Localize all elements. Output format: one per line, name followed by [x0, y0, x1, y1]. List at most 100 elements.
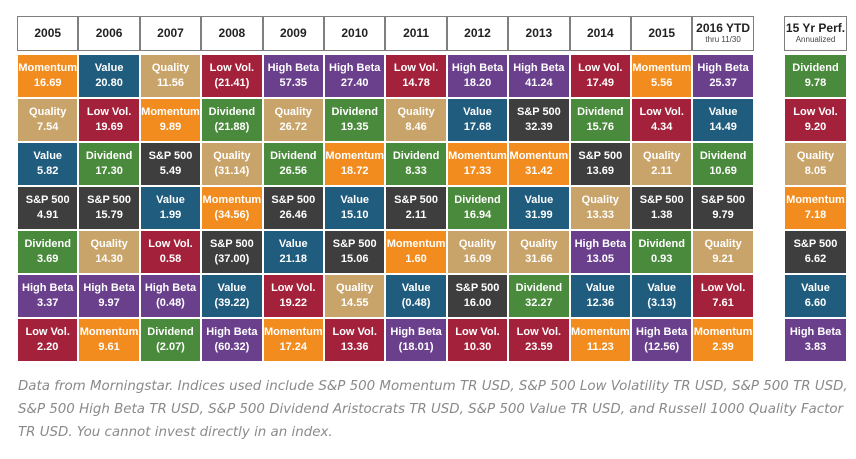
- column-header-label: 15 Yr Perf.: [785, 21, 846, 35]
- cell-2006-s-p-500: S&P 500 15.79: [78, 186, 140, 230]
- cell-factor-label: Momentum: [570, 326, 630, 338]
- column-header-2009: 2009: [262, 16, 324, 51]
- cell-2016-ytd-s-p-500: S&P 500 9.79: [692, 186, 754, 230]
- cell-return-value: 14.78: [402, 77, 430, 89]
- column-header-label: 2010: [341, 26, 369, 40]
- cell-factor-label: Momentum: [202, 194, 262, 206]
- cell-return-value: 2.11: [405, 209, 427, 221]
- cell-factor-label: S&P 500: [701, 194, 745, 206]
- cell-2013-momentum: Momentum 31.42: [508, 142, 570, 186]
- cell-factor-label: Dividend: [392, 150, 440, 162]
- cell-factor-label: Low Vol.: [86, 106, 132, 118]
- column-header-label: 2008: [218, 26, 246, 40]
- cell-return-value: (12.56): [644, 341, 680, 353]
- cell-factor-label: Value: [708, 106, 738, 118]
- cell-return-value: 16.69: [33, 77, 62, 89]
- cell-2015-low-vol: Low Vol. 4.34: [631, 98, 693, 142]
- cell-2016-ytd-dividend: Dividend 10.69: [692, 142, 754, 186]
- cell-2010-value: Value 15.10: [324, 186, 386, 230]
- cell-return-value: 9.97: [98, 297, 120, 309]
- cell-2012-momentum: Momentum 17.33: [446, 142, 509, 186]
- cell-return-value: 17.49: [586, 77, 615, 89]
- column-header-label: 2014: [586, 26, 614, 40]
- cell-return-value: 9.89: [159, 121, 182, 133]
- cell-2011-quality: Quality 8.46: [385, 98, 447, 142]
- cell-2014-quality: Quality 13.33: [569, 186, 631, 230]
- cell-return-value: 4.91: [36, 209, 59, 221]
- cell-2014-dividend: Dividend 15.76: [569, 98, 631, 142]
- cell-factor-label: High Beta: [329, 62, 381, 74]
- cell-return-value: 9.21: [712, 253, 734, 265]
- cell-factor-label: High Beta: [83, 282, 135, 294]
- cell-factor-label: Dividend: [792, 62, 839, 74]
- cell-return-value: 26.72: [279, 121, 308, 133]
- cell-2011-high-beta: High Beta (18.01): [385, 318, 447, 362]
- column-header-2005: 2005: [17, 16, 79, 51]
- column-header-2012: 2012: [446, 16, 509, 51]
- cell-factor-label: Momentum: [263, 326, 323, 338]
- column-header-label: 2005: [34, 26, 62, 40]
- cell-return-value: 9.61: [98, 341, 120, 353]
- column-header-2011: 2011: [385, 16, 447, 51]
- cell-2008-momentum: Momentum (34.56): [201, 186, 263, 230]
- cell-2014-low-vol: Low Vol. 17.49: [569, 54, 631, 98]
- cell-factor-label: S&P 500: [25, 194, 70, 206]
- cell-return-value: 0.58: [159, 253, 182, 265]
- cell-2009-low-vol: Low Vol. 19.22: [262, 274, 324, 318]
- cell-return-value: 8.05: [804, 165, 827, 177]
- cell-return-value: 9.20: [804, 121, 827, 133]
- cell-return-value: 15.10: [340, 209, 369, 221]
- cell-factor-label: Low Vol.: [393, 62, 439, 74]
- cell-2011-momentum: Momentum 1.60: [385, 230, 447, 274]
- cell-factor-label: Value: [156, 194, 185, 206]
- cell-return-value: 4.34: [650, 121, 673, 133]
- cell-factor-label: Dividend: [638, 238, 685, 250]
- cell-return-value: 8.33: [405, 165, 427, 177]
- cell-2009-quality: Quality 26.72: [262, 98, 324, 142]
- cell-factor-label: Momentum: [693, 326, 753, 338]
- cell-return-value: (0.48): [401, 297, 431, 309]
- cell-2007-quality: Quality 11.56: [139, 54, 202, 98]
- cell-return-value: 32.27: [525, 297, 553, 309]
- cell-return-value: 15.06: [340, 253, 369, 265]
- cell-2006-momentum: Momentum 9.61: [78, 318, 140, 362]
- cell-2009-high-beta: High Beta 57.35: [262, 54, 324, 98]
- cell-return-value: 8.46: [405, 121, 427, 133]
- cell-factor-label: Quality: [213, 150, 251, 162]
- cell-factor-label: High Beta: [789, 326, 842, 338]
- cell-factor-label: Momentum: [325, 150, 385, 162]
- column-header-2013: 2013: [508, 16, 570, 51]
- cell-factor-label: Value: [340, 194, 370, 206]
- cell-return-value: 20.80: [95, 77, 123, 89]
- cell-2014-s-p-500: S&P 500 13.69: [569, 142, 631, 186]
- cell-return-value: 2.11: [651, 165, 673, 177]
- cell-2015-s-p-500: S&P 500 1.38: [631, 186, 693, 230]
- cell-factor-label: Low Vol.: [639, 106, 684, 118]
- cell-return-value: 6.62: [804, 253, 827, 265]
- cell-return-value: (21.41): [214, 77, 250, 89]
- cell-2015-quality: Quality 2.11: [631, 142, 693, 186]
- column-header-2007: 2007: [139, 16, 202, 51]
- cell-return-value: 14.49: [709, 121, 737, 133]
- cell-2010-quality: Quality 14.55: [324, 274, 386, 318]
- column-header-sublabel: Annualized: [795, 35, 836, 44]
- cell-return-value: 7.18: [804, 209, 827, 221]
- cell-2007-momentum: Momentum 9.89: [139, 98, 202, 142]
- cell-return-value: 27.40: [340, 77, 369, 89]
- cell-factor-label: Quality: [796, 150, 835, 162]
- cell-return-value: 16.00: [463, 297, 492, 309]
- column-header-label: 2006: [95, 26, 123, 40]
- column-header-2008: 2008: [201, 16, 263, 51]
- cell-2006-low-vol: Low Vol. 19.69: [78, 98, 140, 142]
- cell-factor-label: Low Vol.: [148, 238, 193, 250]
- cell-factor-label: S&P 500: [516, 106, 561, 118]
- cell-return-value: 26.56: [279, 165, 308, 177]
- cell-factor-label: Value: [33, 150, 63, 162]
- cell-15-yr-perf-value: Value 6.60: [784, 274, 847, 318]
- cell-2009-s-p-500: S&P 500 26.46: [262, 186, 324, 230]
- cell-return-value: (31.14): [214, 165, 250, 177]
- cell-return-value: 10.30: [463, 341, 492, 353]
- cell-factor-label: Value: [647, 282, 677, 294]
- cell-return-value: 26.46: [279, 209, 308, 221]
- cell-return-value: (3.13): [647, 297, 677, 309]
